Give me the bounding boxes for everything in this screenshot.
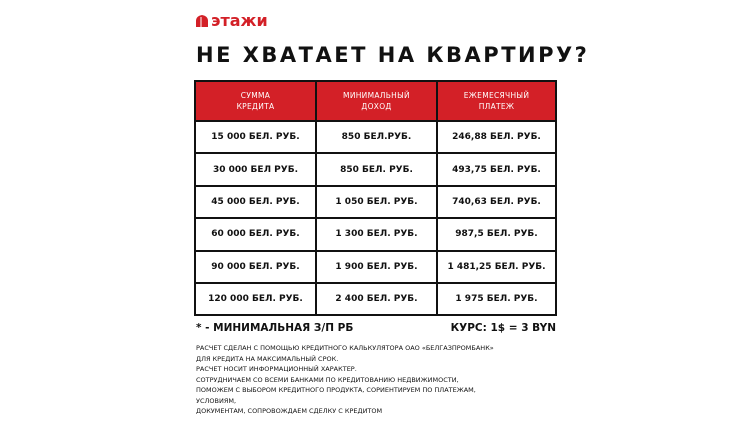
table-cell: 850 БЕЛ. РУБ. (315, 152, 438, 187)
table-header-row: СУММА КРЕДИТА МИНИМАЛЬНЫЙ ДОХОД ЕЖЕМЕСЯЧНЫ… (194, 80, 557, 122)
table-cell: 1 900 БЕЛ. РУБ. (315, 249, 438, 284)
house-icon (196, 14, 208, 27)
table-row: 15 000 БЕЛ. РУБ. 850 БЕЛ.РУБ. 246,88 БЕЛ. … (194, 119, 557, 155)
page-title: НЕ ХВАТАЕТ НА КВАРТИРУ? (196, 43, 590, 67)
table-cell: 2 400 БЕЛ. РУБ. (315, 281, 438, 317)
exchange-rate: КУРС: 1$ = 3 BYN (450, 322, 556, 334)
table-cell: 850 БЕЛ.РУБ. (315, 119, 438, 155)
table-row: 30 000 БЕЛ РУБ. 850 БЕЛ. РУБ. 493,75 БЕЛ. … (194, 152, 557, 187)
description-line: РАСЧЕТ НОСИТ ИНФОРМАЦИОННЫЙ ХАРАКТЕР. (196, 365, 357, 373)
footnote: * - МИНИМАЛЬНАЯ З/П РБ (196, 322, 354, 334)
credit-table: СУММА КРЕДИТА МИНИМАЛЬНЫЙ ДОХОД ЕЖЕМЕСЯЧНЫ… (194, 80, 557, 317)
table-cell: 45 000 БЕЛ. РУБ. (194, 184, 317, 220)
table-row: 60 000 БЕЛ. РУБ. 1 300 БЕЛ. РУБ. 987,5 БЕЛ… (194, 217, 557, 252)
table-cell: 15 000 БЕЛ. РУБ. (194, 119, 317, 155)
brand-name: этажи (211, 11, 268, 30)
table-cell: 987,5 БЕЛ. РУБ. (436, 217, 557, 252)
table-cell: 1 300 БЕЛ. РУБ. (315, 217, 438, 252)
description-line: СОТРУДНИЧАЕМ СО ВСЕМИ БАНКАМИ ПО КРЕДИТО… (196, 375, 459, 384)
table-cell: 740,63 БЕЛ. РУБ. (436, 184, 557, 220)
table-cell: 246,88 БЕЛ. РУБ. (436, 119, 557, 155)
table-cell: 493,75 БЕЛ. РУБ. (436, 152, 557, 187)
table-cell: 1 975 БЕЛ. РУБ. (436, 281, 557, 317)
table-row: 120 000 БЕЛ. РУБ. 2 400 БЕЛ. РУБ. 1 975 БЕ… (194, 281, 557, 317)
description: РАСЧЕТ СДЕЛАН С ПОМОЩЬЮ КРЕДИТНОГО КАЛЬК… (196, 343, 566, 417)
table-cell: 90 000 БЕЛ. РУБ. (194, 249, 317, 284)
header-monthly-payment: ЕЖЕМЕСЯЧНЫЙ ПЛАТЕЖ (436, 80, 557, 122)
description-line: РАСЧЕТ СДЕЛАН С ПОМОЩЬЮ КРЕДИТНОГО КАЛЬК… (196, 344, 494, 352)
table-cell: 1 050 БЕЛ. РУБ. (315, 184, 438, 220)
description-line: УСЛОВИЯМ, (196, 396, 237, 405)
table-row: 90 000 БЕЛ. РУБ. 1 900 БЕЛ. РУБ. 1 481,25 … (194, 249, 557, 284)
description-line: ДЛЯ КРЕДИТА НА МАКСИМАЛЬНЫЙ СРОК. (196, 354, 339, 363)
table-cell: 120 000 БЕЛ. РУБ. (194, 281, 317, 317)
table-cell: 1 481,25 БЕЛ. РУБ. (436, 249, 557, 284)
header-min-income: МИНИМАЛЬНЫЙ ДОХОД (315, 80, 438, 122)
brand-logo: этажи (196, 11, 268, 30)
header-loan-amount: СУММА КРЕДИТА (194, 80, 317, 122)
description-line: ПОМОЖЕМ С ВЫБОРОМ КРЕДИТНОГО ПРОДУКТА, С… (196, 386, 476, 394)
description-line: ДОКУМЕНТАМ, СОПРОВОЖДАЕМ СДЕЛКУ С КРЕДИТ… (196, 407, 383, 415)
table-row: 45 000 БЕЛ. РУБ. 1 050 БЕЛ. РУБ. 740,63 БЕ… (194, 184, 557, 220)
table-cell: 30 000 БЕЛ РУБ. (194, 152, 317, 187)
table-cell: 60 000 БЕЛ. РУБ. (194, 217, 317, 252)
